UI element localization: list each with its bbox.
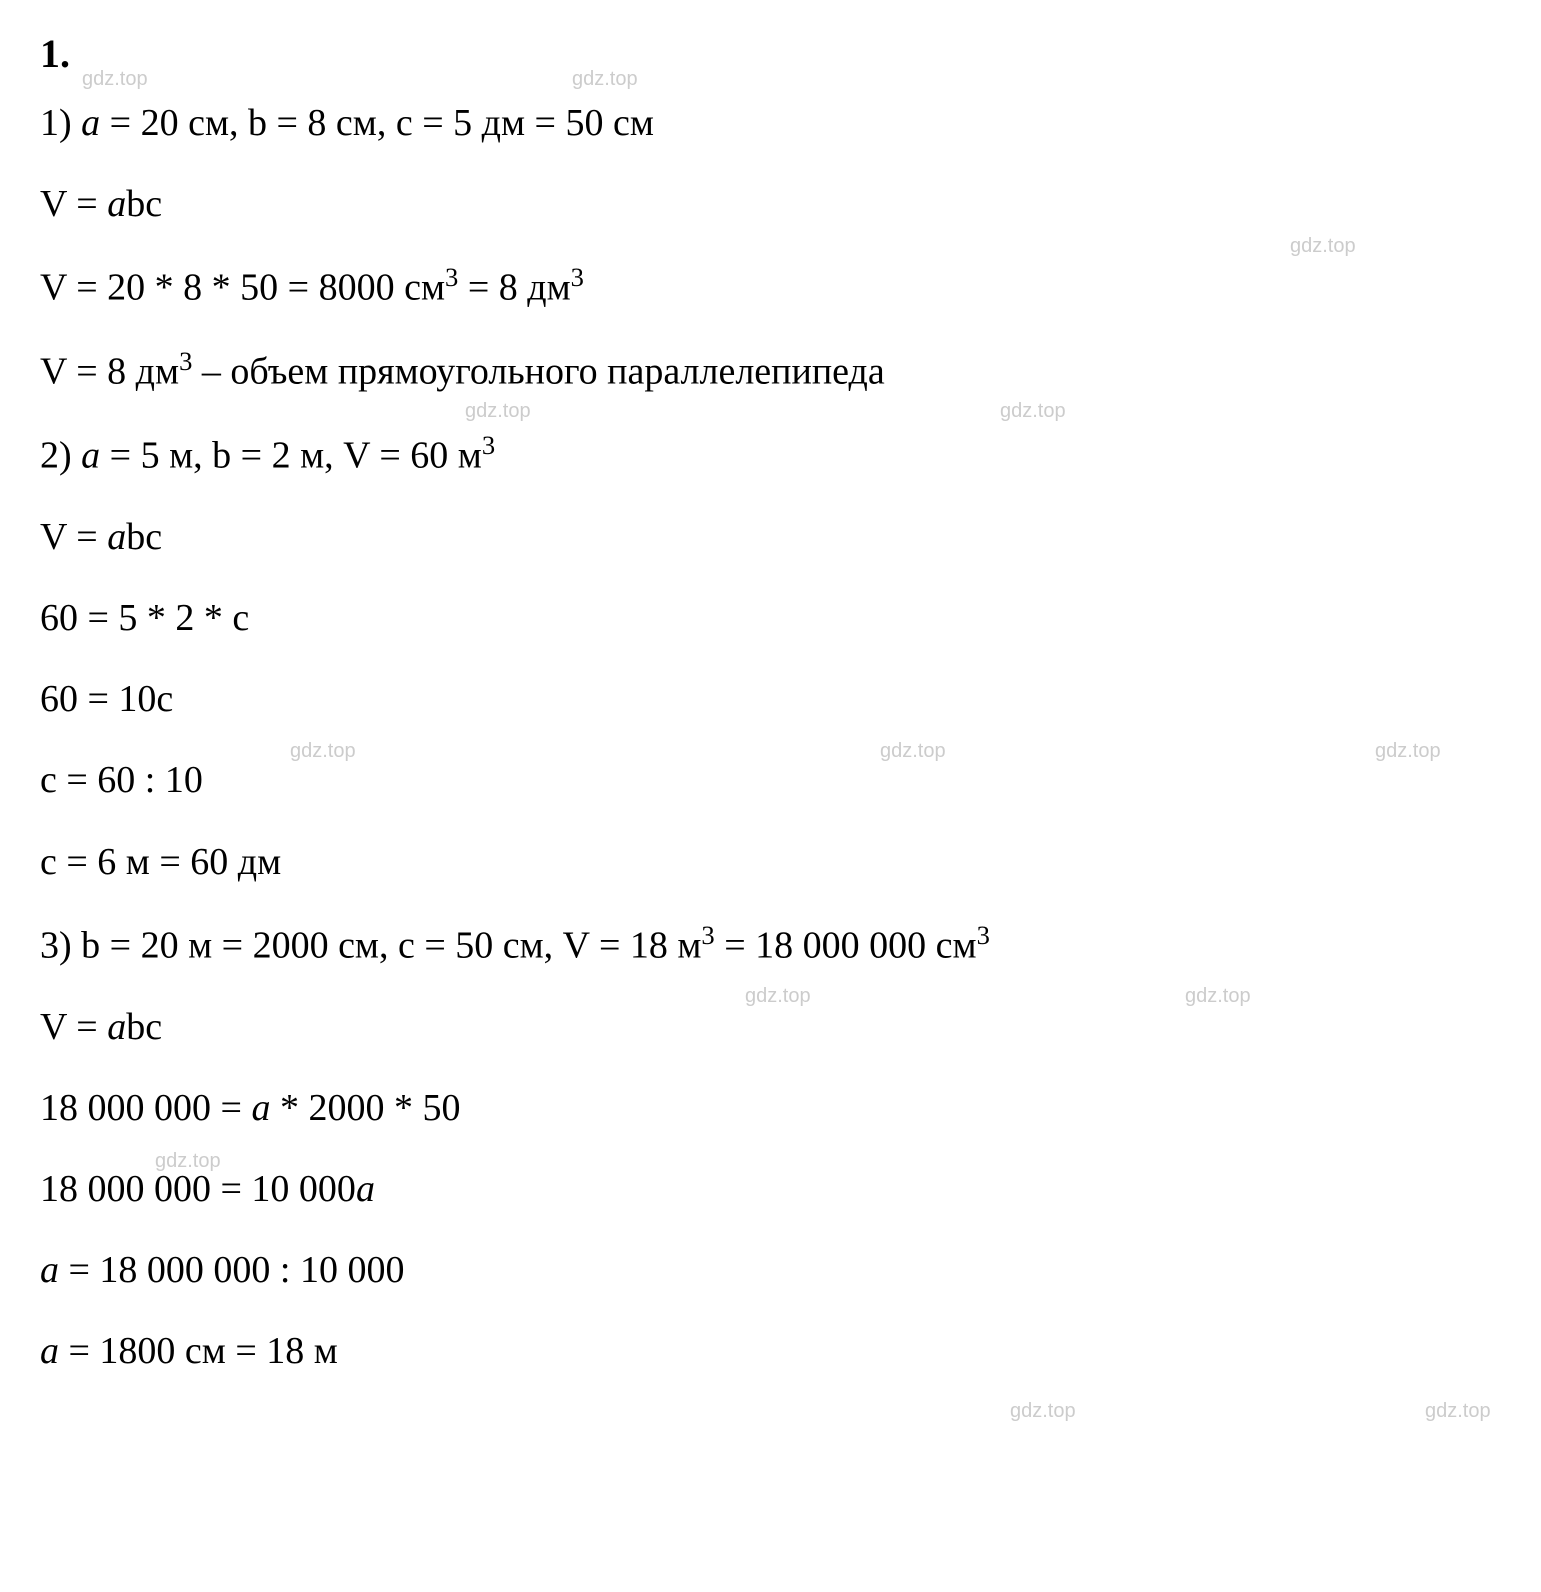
line-13-end: * 2000 * 50 (270, 1087, 460, 1129)
line-9: c = 60 : 10 (40, 754, 1501, 807)
sup-3: 3 (445, 262, 458, 292)
sup-3: 3 (179, 346, 192, 376)
line-4-text: V = 8 дм (40, 351, 179, 393)
line-16-text: = 1800 см = 18 м (59, 1330, 338, 1372)
sup-3: 3 (977, 920, 990, 950)
line-11-mid: = 18 000 000 см (715, 925, 977, 967)
line-15-text: = 18 000 000 : 10 000 (59, 1249, 405, 1291)
line-14: 18 000 000 = 10 000a (40, 1163, 1501, 1216)
line-5-text: = 5 м, b = 2 м, V = 60 м (100, 435, 482, 477)
line-2-bc: bc (126, 183, 162, 225)
line-6: V = abc (40, 511, 1501, 564)
line-8: 60 = 10c (40, 673, 1501, 726)
line-13-text: 18 000 000 = (40, 1087, 251, 1129)
line-1: 1) a = 20 см, b = 8 см, c = 5 дм = 50 см (40, 97, 1501, 150)
line-1-text: = 20 см, b = 8 см, c = 5 дм = 50 см (100, 102, 654, 144)
line-3: V = 20 * 8 * 50 = 8000 см3 = 8 дм3 (40, 259, 1501, 315)
var-a: a (251, 1087, 270, 1129)
line-6-bc: bc (126, 516, 162, 558)
line-6-v: V = (40, 516, 107, 558)
var-a: a (107, 1006, 126, 1048)
sup-3: 3 (571, 262, 584, 292)
problem-number: 1. (40, 30, 1501, 77)
sup-3: 3 (701, 920, 714, 950)
line-11-text: 3) b = 20 м = 2000 см, c = 50 см, V = 18… (40, 925, 701, 967)
line-12: V = abc (40, 1001, 1501, 1054)
line-1-prefix: 1) (40, 102, 81, 144)
line-12-bc: bc (126, 1006, 162, 1048)
line-2: V = abc (40, 178, 1501, 231)
line-11: 3) b = 20 м = 2000 см, c = 50 см, V = 18… (40, 917, 1501, 973)
line-3-text: V = 20 * 8 * 50 = 8000 см (40, 267, 445, 309)
line-7: 60 = 5 * 2 * c (40, 592, 1501, 645)
line-15: a = 18 000 000 : 10 000 (40, 1244, 1501, 1297)
line-4-end: – объем прямоугольного параллелепипеда (192, 351, 884, 393)
line-12-v: V = (40, 1006, 107, 1048)
line-4: V = 8 дм3 – объем прямоугольного паралле… (40, 343, 1501, 399)
line-3-end: = 8 дм (458, 267, 570, 309)
var-a: a (107, 183, 126, 225)
watermark: gdz.top (1010, 1400, 1076, 1423)
var-a: a (40, 1249, 59, 1291)
line-14-text: 18 000 000 = 10 000 (40, 1168, 356, 1210)
var-a: a (81, 102, 100, 144)
line-5-prefix: 2) (40, 435, 81, 477)
var-a: a (40, 1330, 59, 1372)
line-13: 18 000 000 = a * 2000 * 50 (40, 1082, 1501, 1135)
var-a: a (81, 435, 100, 477)
var-a: a (356, 1168, 375, 1210)
line-10: c = 6 м = 60 дм (40, 836, 1501, 889)
line-5: 2) a = 5 м, b = 2 м, V = 60 м3 (40, 427, 1501, 483)
sup-3: 3 (482, 430, 495, 460)
line-16: a = 1800 см = 18 м (40, 1325, 1501, 1378)
var-a: a (107, 516, 126, 558)
watermark: gdz.top (1425, 1400, 1491, 1423)
line-2-v: V = (40, 183, 107, 225)
